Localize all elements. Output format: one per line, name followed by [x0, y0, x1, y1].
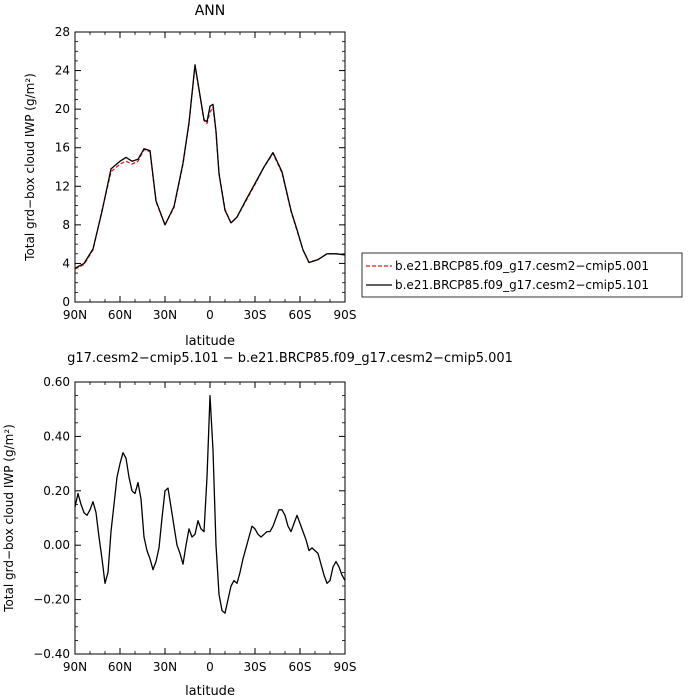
bottom-series-lines — [74, 394, 346, 614]
top-y-tick-label: 8 — [62, 218, 70, 232]
top-x-axis: 90N 60N 30N 0 30S 60S 90S — [63, 32, 357, 322]
top-x-tick-label: 30N — [153, 308, 177, 322]
bottom-chart-title: g17.cesm2−cmip5.101 − b.e21.BRCP85.f09_g… — [67, 351, 513, 366]
bottom-x-tick-label: 60N — [108, 660, 132, 674]
bottom-x-tick-label: 90S — [334, 660, 357, 674]
bottom-series-line-0 — [74, 394, 346, 614]
bottom-x-tick-label: 0 — [206, 660, 214, 674]
bottom-y-axis-label: Total grd−box cloud IWP (g/m²) — [2, 424, 16, 613]
top-x-tick-label: 60N — [108, 308, 132, 322]
bottom-y-tick-label: 0.60 — [43, 375, 70, 389]
legend-label-001: b.e21.BRCP85.f09_g17.cesm2−cmip5.001 — [395, 259, 649, 273]
top-y-tick-label: 4 — [62, 256, 70, 270]
legend: b.e21.BRCP85.f09_g17.cesm2−cmip5.001 b.e… — [361, 252, 683, 298]
top-x-tick-label: 90S — [334, 308, 357, 322]
top-series-line-1 — [74, 64, 346, 269]
top-x-tick-label: 0 — [206, 308, 214, 322]
bottom-x-tick-label: 30S — [244, 660, 267, 674]
bottom-y-tick-label: −0.20 — [33, 593, 70, 607]
bottom-y-tick-label: −0.40 — [33, 647, 70, 661]
top-chart-title: ANN — [195, 3, 226, 19]
legend-label-101: b.e21.BRCP85.f09_g17.cesm2−cmip5.101 — [395, 278, 649, 292]
bottom-x-tick-label: 60S — [289, 660, 312, 674]
top-plot-frame — [74, 31, 346, 303]
top-y-axis: 0 4 8 12 16 20 24 28 — [55, 25, 345, 309]
top-y-tick-label: 12 — [55, 179, 70, 193]
top-x-tick-label: 90N — [63, 308, 87, 322]
top-y-tick-label: 28 — [55, 25, 70, 39]
bottom-plot-frame — [74, 381, 346, 655]
top-y-tick-label: 0 — [62, 295, 70, 309]
top-panel: ANN 0 4 8 12 16 20 24 28 90N 60N 30N 0 30S 60S 90S la… — [23, 3, 683, 349]
top-y-tick-label: 24 — [55, 64, 70, 78]
bottom-x-axis-label: latitude — [185, 684, 235, 699]
bottom-y-axis: −0.40 −0.20 0.00 0.20 0.40 0.60 — [33, 375, 345, 661]
bottom-y-tick-label: 0.40 — [43, 429, 70, 443]
bottom-x-axis: 90N 60N 30N 0 30S 60S 90S — [63, 382, 357, 674]
bottom-x-tick-label: 30N — [153, 660, 177, 674]
bottom-y-tick-label: 0.00 — [43, 538, 70, 552]
bottom-x-tick-label: 90N — [63, 660, 87, 674]
top-x-tick-label: 30S — [244, 308, 267, 322]
top-y-tick-label: 16 — [55, 141, 70, 155]
top-y-axis-label: Total grd−box cloud IWP (g/m²) — [23, 73, 37, 262]
top-x-axis-label: latitude — [185, 334, 235, 349]
top-series-line-0 — [74, 65, 346, 270]
bottom-y-tick-label: 0.20 — [43, 484, 70, 498]
legend-box — [361, 252, 683, 298]
top-series-lines — [74, 64, 346, 270]
top-x-tick-label: 60S — [289, 308, 312, 322]
top-y-tick-label: 20 — [55, 102, 70, 116]
bottom-panel: g17.cesm2−cmip5.101 − b.e21.BRCP85.f09_g… — [2, 351, 513, 699]
